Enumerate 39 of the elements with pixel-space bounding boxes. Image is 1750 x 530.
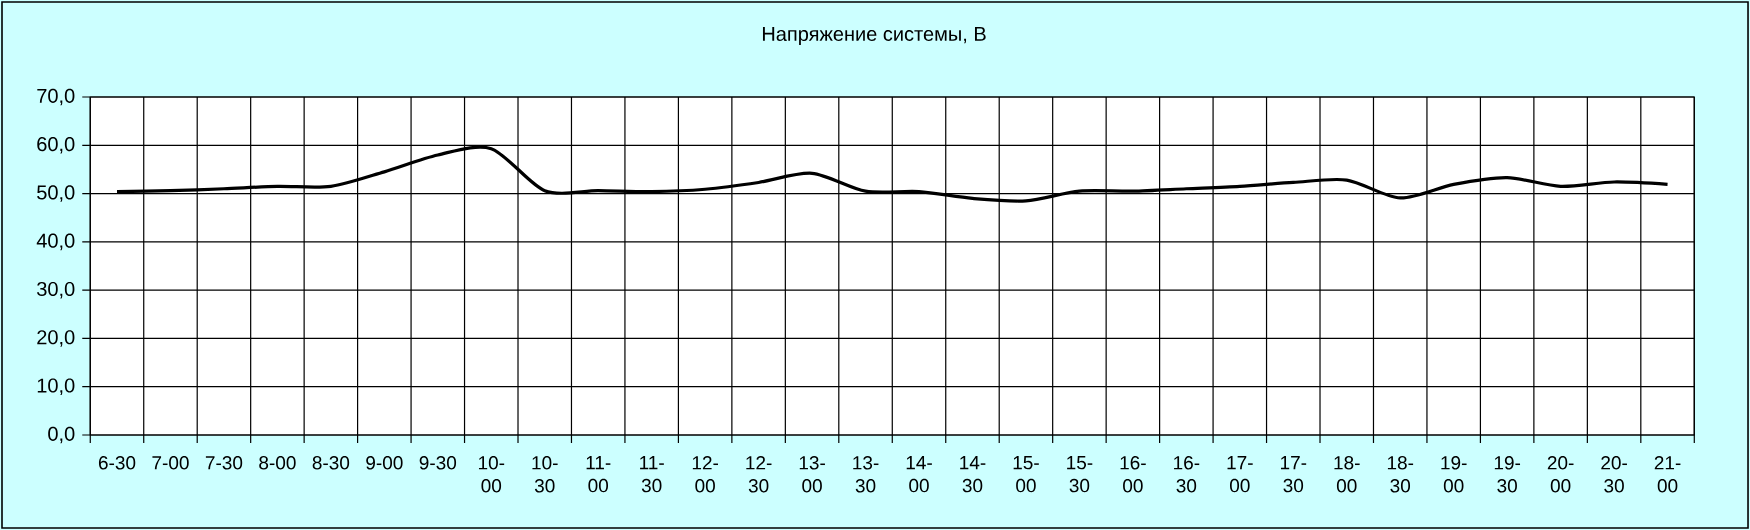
x-tick-label: 7-00 (152, 456, 189, 470)
x-tick-label: 15-30 (1067, 456, 1093, 493)
x-tick-label: 18-30 (1387, 456, 1414, 493)
x-tick-label: 13-00 (799, 456, 825, 493)
y-tick-label: 50,0 (37, 185, 75, 202)
x-tick-label: 16-00 (1120, 456, 1146, 493)
y-tick-label: 0,0 (48, 426, 75, 444)
x-tick-label: 11-30 (640, 456, 664, 493)
x-tick-label: 13-30 (853, 456, 879, 493)
x-tick-label: 10-30 (532, 456, 558, 493)
x-tick-label: 19-00 (1441, 456, 1467, 493)
x-tick-label: 11-00 (586, 456, 611, 493)
y-tick-label: 40,0 (36, 233, 75, 251)
x-tick-label: 20-00 (1547, 456, 1574, 493)
x-tick-label: 20-30 (1601, 456, 1627, 493)
x-tick-label: 21-00 (1654, 456, 1681, 493)
x-tick-label: 8-30 (312, 456, 350, 470)
x-tick-label: 14-30 (960, 456, 986, 493)
y-tick-label: 10,0 (37, 378, 75, 395)
x-tick-label: 6-30 (98, 456, 136, 470)
y-tick-label: 20,0 (37, 330, 75, 347)
y-tick-label: 60,0 (37, 137, 75, 154)
x-tick-label: 9-00 (366, 456, 403, 470)
chart-title: Напряжение системы, В (762, 27, 986, 45)
x-tick-label: 10-00 (478, 456, 505, 493)
x-tick-label: 16-30 (1174, 456, 1200, 493)
y-tick-label: 70,0 (37, 88, 75, 106)
x-tick-label: 7-30 (205, 456, 243, 470)
x-tick-label: 14-00 (906, 456, 932, 493)
y-tick-label: 30,0 (37, 281, 75, 299)
x-tick-label: 17-00 (1227, 456, 1253, 493)
x-tick-label: 9-30 (419, 456, 457, 470)
x-tick-label: 17-30 (1280, 456, 1307, 493)
x-tick-label: 18-00 (1334, 456, 1360, 493)
x-tick-label: 12-00 (692, 456, 719, 493)
x-tick-label: 19-30 (1494, 456, 1521, 493)
x-tick-label: 12-30 (746, 456, 772, 493)
x-tick-label: 15-00 (1013, 456, 1039, 493)
x-tick-label: 8-00 (259, 456, 296, 470)
